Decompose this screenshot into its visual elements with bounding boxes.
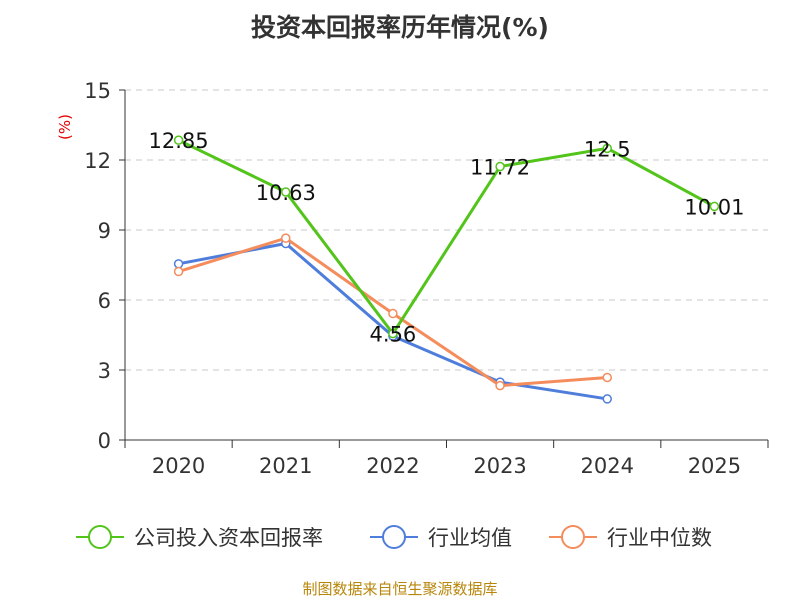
data-point [173, 259, 184, 269]
x-tick-label: 2023 [473, 454, 526, 478]
data-point [388, 328, 398, 339]
series-line [178, 242, 608, 401]
y-axis-label: (%) [56, 114, 74, 140]
x-tick-label: 2021 [259, 454, 312, 478]
x-tick-label: 2024 [581, 454, 634, 478]
data-point [602, 143, 612, 154]
y-tick-label: 12 [84, 149, 111, 173]
data-point [281, 187, 291, 197]
data-label: 10.01 [684, 195, 744, 219]
legend-marker [88, 525, 112, 549]
x-tick-label: 2022 [366, 454, 419, 478]
chart-title: 投资本回报率历年情况(%) [251, 13, 549, 42]
legend-label: 行业中位数 [607, 526, 712, 550]
y-tick-label: 3 [98, 359, 111, 383]
series-line [177, 138, 716, 336]
y-tick-label: 0 [98, 429, 111, 453]
data-point [495, 380, 505, 391]
legend-label: 公司投入资本回报率 [134, 526, 323, 550]
data-point [388, 308, 398, 319]
y-tick-label: 9 [98, 219, 111, 243]
legend-marker [382, 525, 406, 549]
data-point [602, 394, 612, 404]
legend-marker [561, 525, 585, 549]
data-point [173, 135, 184, 145]
data-point [602, 372, 612, 383]
x-tick-label: 2020 [152, 454, 205, 478]
data-label: 4.56 [370, 323, 417, 347]
legend-label: 行业均值 [428, 526, 512, 550]
y-tick-label: 15 [84, 79, 111, 103]
data-label: 11.72 [470, 156, 530, 180]
y-tick-label: 6 [98, 289, 111, 313]
data-label: 12.5 [584, 137, 631, 161]
data-point [173, 266, 184, 277]
data-point [281, 233, 291, 243]
data-point [495, 161, 505, 172]
data-label: 10.63 [256, 181, 316, 205]
data-label: 12.85 [149, 129, 209, 153]
data-point [709, 201, 720, 212]
x-tick-label: 2025 [688, 454, 741, 478]
source-note: 制图数据来自恒生聚源数据库 [302, 580, 498, 598]
